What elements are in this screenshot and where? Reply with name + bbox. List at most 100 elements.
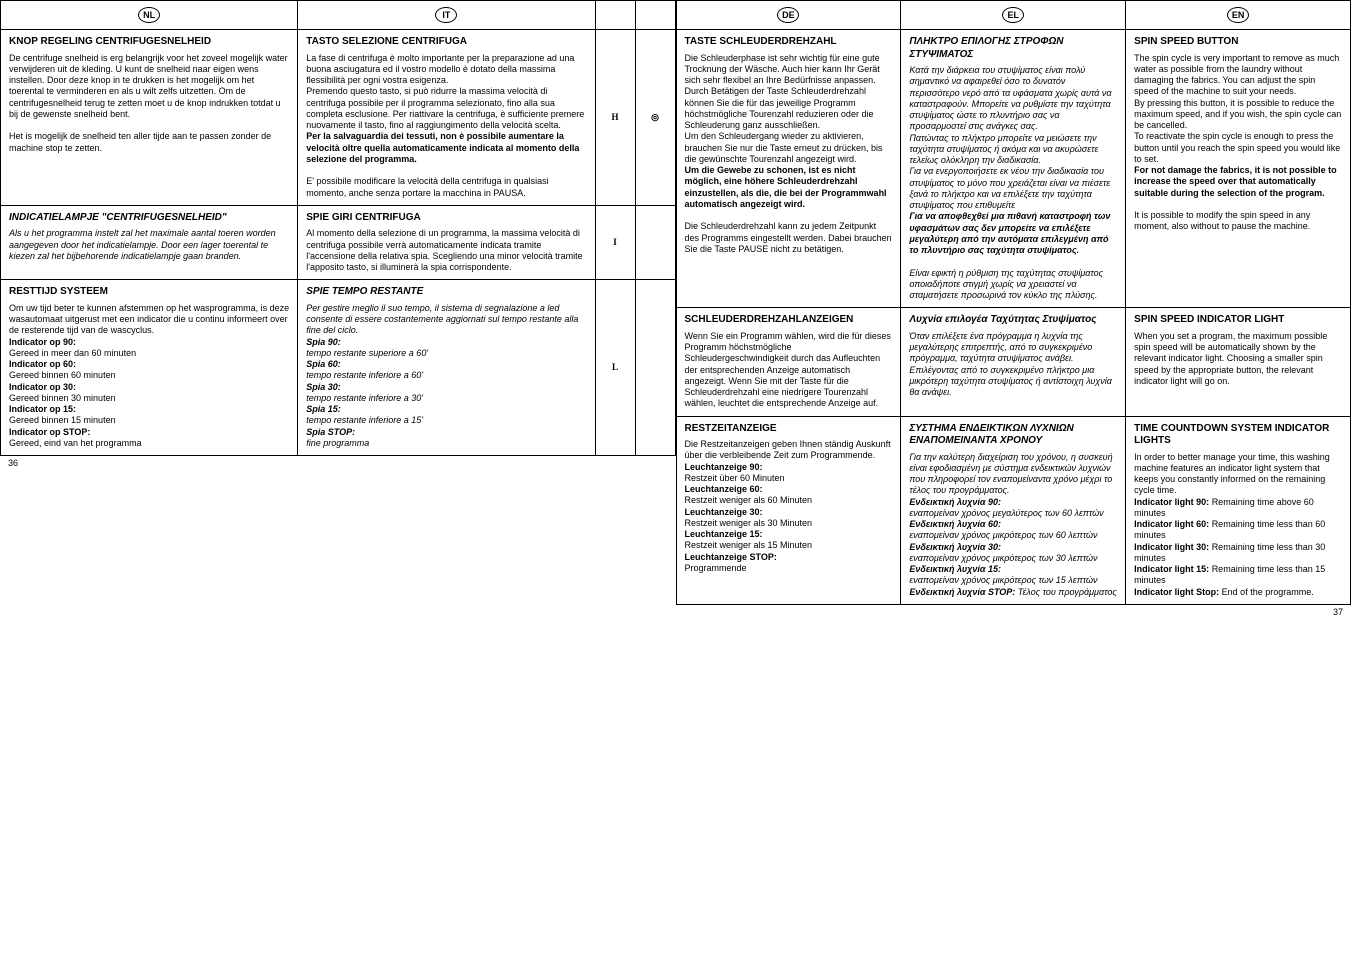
it-90t: Spia 90: bbox=[306, 337, 341, 347]
nl-ind-title: INDICATIELAMPJE "CENTRIFUGESNELHEID" bbox=[9, 212, 289, 225]
nl-60: Gereed binnen 60 minuten bbox=[9, 370, 116, 380]
lang-it: IT bbox=[298, 1, 595, 30]
de-90: Restzeit über 60 Minuten bbox=[685, 473, 785, 483]
left-table: NL IT KNOP REGELING CENTRIFUGESNELHEID D… bbox=[0, 0, 676, 456]
blank-2 bbox=[635, 205, 675, 280]
lang-en: EN bbox=[1126, 1, 1351, 30]
right-table: DE EL EN TASTE SCHLEUDERDREHZAHL Die Sch… bbox=[676, 0, 1351, 605]
el-90: εναπομείναν χρόνος μεγαλύτερος των 60 λε… bbox=[909, 508, 1103, 518]
el-st: Τέλος του προγράμματος bbox=[1018, 587, 1117, 597]
it-spin-p3: Per la salvaguardia dei tessuti, non è p… bbox=[306, 131, 579, 164]
icon-eye: ◎ bbox=[635, 30, 675, 206]
en-time-title: TIME COUNTDOWN SYSTEM INDICATOR LIGHTS bbox=[1134, 423, 1342, 448]
it-spin-p1: La fase di centrifuga è molto importante… bbox=[306, 53, 574, 86]
nl-time-title: RESTTIJD SYSTEEM bbox=[9, 286, 289, 299]
it-stt: Spia STOP: bbox=[306, 427, 355, 437]
de-spin-title: TASTE SCHLEUDERDREHZAHL bbox=[685, 36, 893, 49]
nl-15t: Indicator op 15: bbox=[9, 404, 76, 414]
it-30: tempo restante inferiore a 30' bbox=[306, 393, 423, 403]
en-spin-p1: The spin cycle is very important to remo… bbox=[1134, 53, 1339, 97]
it-ind-title: SPIE GIRI CENTRIFUGA bbox=[306, 212, 586, 225]
de-15t: Leuchtanzeige 15: bbox=[685, 529, 763, 539]
icon-header-1 bbox=[595, 1, 635, 30]
nl-spin-title: KNOP REGELING CENTRIFUGESNELHEID bbox=[9, 36, 289, 49]
it-time-p0: Per gestire meglio il suo tempo, il sist… bbox=[306, 303, 578, 336]
icon-i: I bbox=[595, 205, 635, 280]
de-30t: Leuchtanzeige 30: bbox=[685, 507, 763, 517]
en-st: End of the programme. bbox=[1222, 587, 1314, 597]
el-60: εναπομείναν χρόνος μικρότερος των 60 λεπ… bbox=[909, 530, 1097, 540]
de-30: Restzeit weniger als 30 Minuten bbox=[685, 518, 813, 528]
it-60t: Spia 60: bbox=[306, 359, 341, 369]
nl-15: Gereed binnen 15 minuten bbox=[9, 415, 116, 425]
nl-30: Gereed binnen 30 minuten bbox=[9, 393, 116, 403]
it-ind-body: Al momento della selezione di un program… bbox=[306, 228, 582, 272]
it-spin-title: TASTO SELEZIONE CENTRIFUGA bbox=[306, 36, 586, 49]
nl-spin-indicator: INDICATIELAMPJE "CENTRIFUGESNELHEID" Als… bbox=[1, 205, 298, 280]
de-spin-button: TASTE SCHLEUDERDREHZAHL Die Schleuderpha… bbox=[676, 30, 901, 308]
pagenum-right: 37 bbox=[676, 605, 1351, 619]
en-spin-p5: It is possible to modify the spin speed … bbox=[1134, 210, 1310, 231]
de-ind-body: Wenn Sie ein Programm wählen, wird die f… bbox=[685, 331, 891, 409]
it-30t: Spia 30: bbox=[306, 382, 341, 392]
el-time-countdown: ΣΥΣΤΗΜΑ ΕΝΔΕΙΚΤΙΚΩΝ ΛΥΧΝΙΩΝ ΕΝΑΠΟΜΕΙΝΑΝΤ… bbox=[901, 416, 1126, 604]
pagenum-left: 36 bbox=[0, 456, 676, 470]
de-spin-p2: Durch Betätigen der Taste Schleuderdrehz… bbox=[685, 86, 874, 130]
en-spin-indicator: SPIN SPEED INDICATOR LIGHT When you set … bbox=[1126, 308, 1351, 416]
de-time-p0: Die Restzeitanzeigen geben Ihnen ständig… bbox=[685, 439, 891, 460]
el-60t: Ενδεικτική λυχνία 60: bbox=[909, 519, 1001, 529]
el-30: εναπομείναν χρόνος μικρότερος των 30 λεπ… bbox=[909, 553, 1097, 563]
de-ind-title: SCHLEUDERDREHZAHLANZEIGEN bbox=[685, 314, 893, 327]
icon-header-2 bbox=[635, 1, 675, 30]
el-30t: Ενδεικτική λυχνία 30: bbox=[909, 542, 1001, 552]
en-time-p0: In order to better manage your time, thi… bbox=[1134, 452, 1330, 496]
en-30t: Indicator light 30: bbox=[1134, 542, 1209, 552]
el-spin-p5: Είναι εφικτή η ρύθμιση της ταχύτητας στυ… bbox=[909, 268, 1103, 301]
nl-spin-button: KNOP REGELING CENTRIFUGESNELHEID De cent… bbox=[1, 30, 298, 206]
el-spin-p4: Για να αποφθεχθεί μια πιθανή καταστροφή … bbox=[909, 211, 1110, 255]
de-time-countdown: RESTZEITANZEIGE Die Restzeitanzeigen geb… bbox=[676, 416, 901, 604]
el-spin-button: ΠΛΗΚΤΡΟ ΕΠΙΛΟΓΗΣ ΣΤΡΟΦΩΝ ΣΤΥΨΙΜΑΤΟΣ Κατά… bbox=[901, 30, 1126, 308]
el-90t: Ενδεικτική λυχνία 90: bbox=[909, 497, 1001, 507]
en-90t: Indicator light 90: bbox=[1134, 497, 1209, 507]
en-ind-title: SPIN SPEED INDICATOR LIGHT bbox=[1134, 314, 1342, 327]
en-spin-button: SPIN SPEED BUTTON The spin cycle is very… bbox=[1126, 30, 1351, 308]
el-spin-indicator: Λυχνία επιλογέα Ταχύτητας Στυψίματος Ότα… bbox=[901, 308, 1126, 416]
nl-time-p0: Om uw tijd beter te kunnen afstemmen op … bbox=[9, 303, 289, 336]
nl-stt: Indicator op STOP: bbox=[9, 427, 90, 437]
it-90: tempo restante superiore a 60' bbox=[306, 348, 428, 358]
nl-90: Gereed in meer dan 60 minuten bbox=[9, 348, 136, 358]
el-time-title: ΣΥΣΤΗΜΑ ΕΝΔΕΙΚΤΙΚΩΝ ΛΥΧΝΙΩΝ ΕΝΑΠΟΜΕΙΝΑΝΤ… bbox=[909, 423, 1117, 448]
el-ind-body: Όταν επιλέξετε ένα πρόγραμμα η λυχνία τη… bbox=[909, 331, 1112, 397]
de-spin-p4: Um die Gewebe zu schonen, ist es nicht m… bbox=[685, 165, 887, 209]
en-ind-body: When you set a program, the maximum poss… bbox=[1134, 331, 1327, 386]
it-spin-button: TASTO SELEZIONE CENTRIFUGA La fase di ce… bbox=[298, 30, 595, 206]
en-spin-p2: By pressing this button, it is possible … bbox=[1134, 98, 1341, 131]
de-60: Restzeit weniger als 60 Minuten bbox=[685, 495, 813, 505]
el-spin-p2: Πατώντας το πλήκτρο μπορείτε να μειώσετε… bbox=[909, 133, 1098, 166]
el-spin-p3: Για να ενεργοποιήσετε εκ νέου την διαδικ… bbox=[909, 166, 1110, 210]
en-stt: Indicator light Stop: bbox=[1134, 587, 1219, 597]
de-time-title: RESTZEITANZEIGE bbox=[685, 423, 893, 436]
blank-3 bbox=[635, 280, 675, 456]
nl-90t: Indicator op 90: bbox=[9, 337, 76, 347]
en-60t: Indicator light 60: bbox=[1134, 519, 1209, 529]
it-time-countdown: SPIE TEMPO RESTANTE Per gestire meglio i… bbox=[298, 280, 595, 456]
el-ind-title: Λυχνία επιλογέα Ταχύτητας Στυψίματος bbox=[909, 314, 1117, 327]
de-stt: Leuchtanzeige STOP: bbox=[685, 552, 777, 562]
it-15: tempo restante inferiore a 15' bbox=[306, 415, 423, 425]
en-15t: Indicator light 15: bbox=[1134, 564, 1209, 574]
it-spin-p4: E' possibile modificare la velocità dell… bbox=[306, 176, 548, 197]
it-60: tempo restante inferiore a 60' bbox=[306, 370, 423, 380]
el-time-p0: Για την καλύτερη διαχείριση του χρόνου, … bbox=[909, 452, 1112, 496]
de-15: Restzeit weniger als 15 Minuten bbox=[685, 540, 813, 550]
nl-ind-body: Als u het programma instelt zal het maxi… bbox=[9, 228, 276, 261]
en-time-countdown: TIME COUNTDOWN SYSTEM INDICATOR LIGHTS I… bbox=[1126, 416, 1351, 604]
el-15t: Ενδεικτική λυχνία 15: bbox=[909, 564, 1001, 574]
nl-time-countdown: RESTTIJD SYSTEEM Om uw tijd beter te kun… bbox=[1, 280, 298, 456]
de-spin-p1: Die Schleuderphase ist sehr wichtig für … bbox=[685, 53, 880, 86]
nl-st: Gereed, eind van het programma bbox=[9, 438, 142, 448]
manual-spread: NL IT KNOP REGELING CENTRIFUGESNELHEID D… bbox=[0, 0, 1351, 619]
it-time-title: SPIE TEMPO RESTANTE bbox=[306, 286, 586, 299]
nl-spin-body2: Het is mogelijk de snelheid ten aller ti… bbox=[9, 131, 271, 152]
